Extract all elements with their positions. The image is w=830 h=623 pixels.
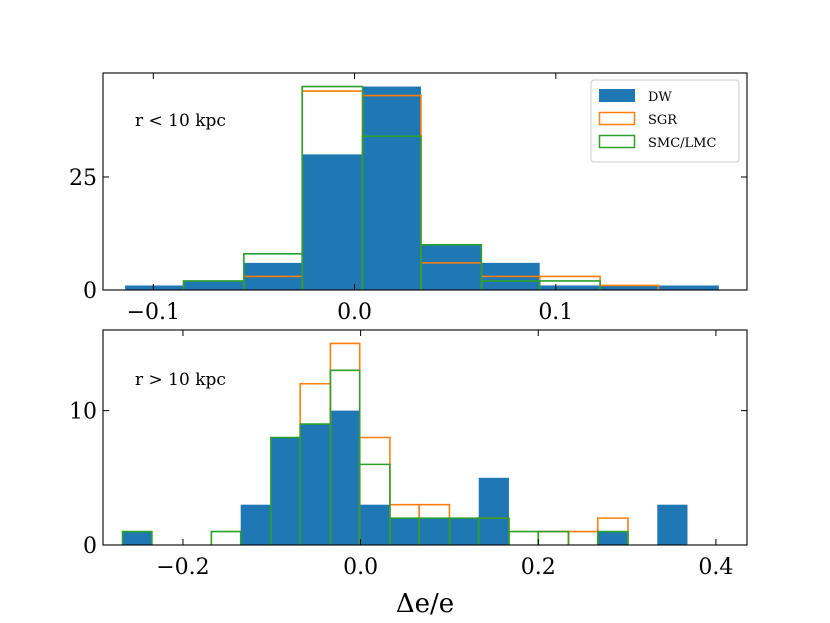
smc-lmc-step [596, 530, 629, 545]
sgr-step [537, 530, 570, 545]
legend-label: DW [648, 90, 672, 105]
panel-label: r > 10 kpc [135, 370, 226, 390]
smc-lmc-step [537, 530, 570, 545]
dw-bar [657, 504, 688, 545]
dw-bar [478, 477, 509, 545]
x-tick-label: 0.2 [521, 555, 556, 580]
top-panel: −0.1 0.0 0.1 0 25 r < 10 kpc DW SGR SMC/LMC [69, 72, 748, 325]
dw-bar [419, 518, 450, 545]
dw-bar [362, 86, 421, 290]
y-tick-label: 25 [69, 166, 97, 191]
axes-frame [102, 72, 748, 291]
smc-lmc-step [420, 243, 483, 290]
y-tick-label: 0 [83, 534, 97, 559]
dw-bar [270, 437, 301, 545]
dw-bar [240, 504, 271, 545]
dw-bar [125, 285, 184, 290]
y-tick-label: 10 [69, 400, 97, 425]
smc-lmc-step [361, 135, 422, 290]
dw-bar [183, 280, 244, 290]
smc-lmc-step [358, 463, 391, 545]
smc-lmc-step [329, 369, 361, 545]
dw-bar [389, 518, 420, 545]
smc-lmc-step [210, 530, 242, 545]
x-tick-label: 0.0 [337, 300, 372, 325]
legend-label: SGR [648, 113, 678, 128]
smc-lmc-step [121, 530, 153, 545]
legend-label: SMC/LMC [648, 136, 716, 151]
dw-bar [300, 424, 331, 545]
dw-bar [658, 285, 719, 290]
panel-label: r < 10 kpc [135, 111, 226, 131]
dw-bar [539, 285, 601, 290]
x-tick-label: −0.1 [127, 300, 180, 325]
dw-bar [302, 154, 363, 290]
dw-bar [359, 504, 390, 545]
x-tick-label: −0.2 [156, 555, 209, 580]
legend-swatch-dw [599, 89, 635, 102]
dw-bar [597, 531, 628, 545]
x-tick-label: 0.4 [698, 555, 733, 580]
bottom-panel: −0.2 0.0 0.2 0.4 0 10 r > 10 kpc Δe/e [69, 329, 748, 619]
legend-swatch-sgr [598, 111, 636, 126]
dw-bar [420, 244, 482, 290]
smc-lmc-step [508, 530, 540, 545]
dw-bar [330, 410, 360, 545]
dw-bar [600, 285, 659, 290]
sgr-step [567, 530, 599, 545]
dw-bar [449, 518, 479, 545]
legend-swatch-smc-lmc [598, 134, 636, 149]
x-axis-label: Δe/e [396, 589, 454, 619]
x-tick-label: 0.0 [343, 555, 378, 580]
y-tick-label: 0 [83, 279, 97, 304]
dw-bar [122, 531, 152, 545]
x-tick-label: 0.1 [538, 300, 573, 325]
legend: DW SGR SMC/LMC [590, 79, 740, 163]
axes-frame [102, 329, 748, 546]
smc-lmc-step [538, 280, 601, 290]
